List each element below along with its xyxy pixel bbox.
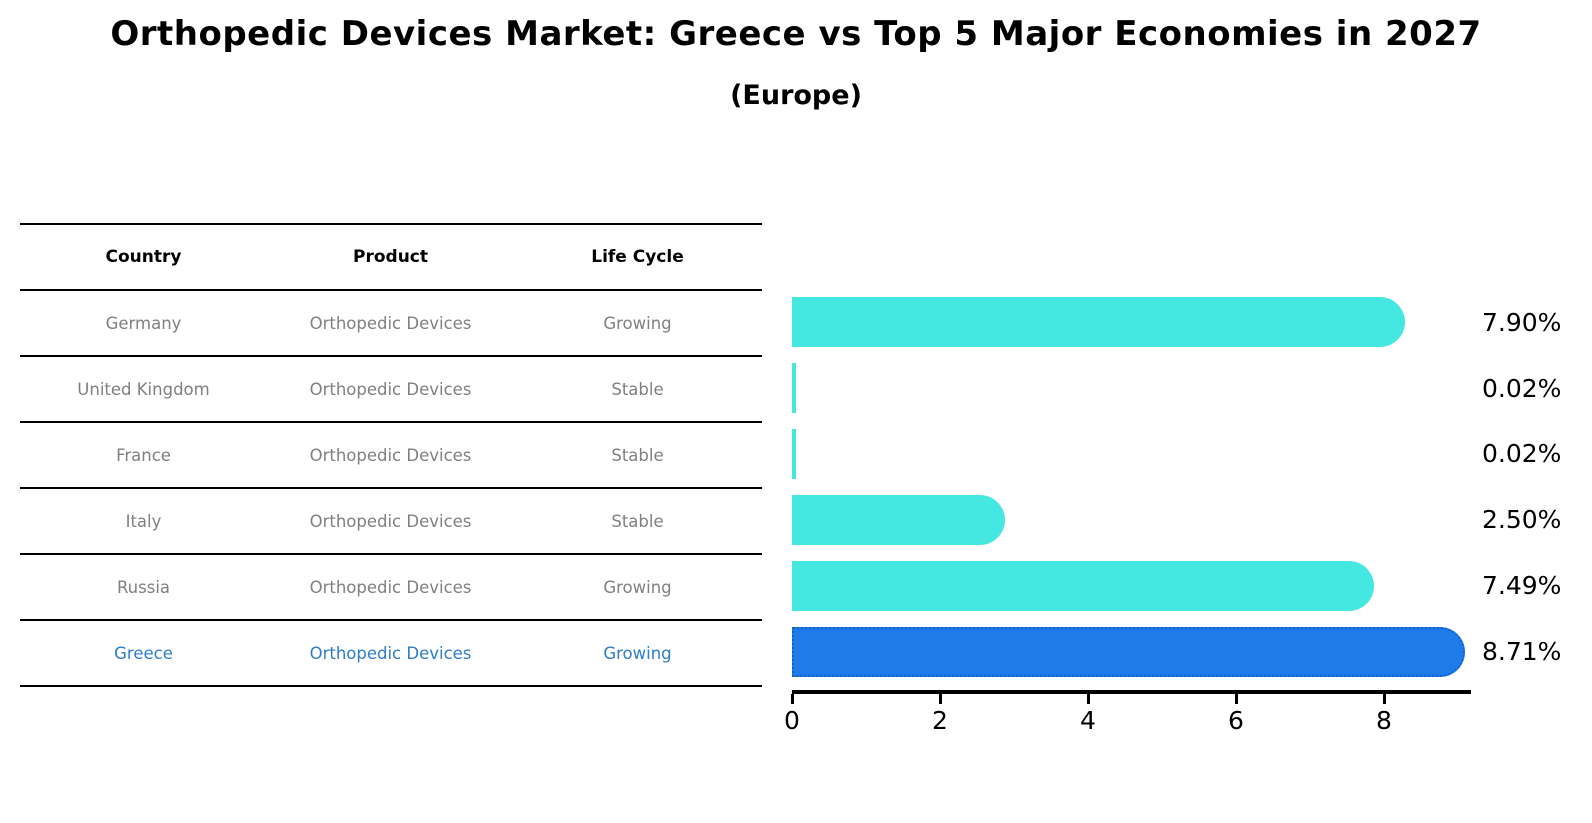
table-row-germany: Germany Orthopedic Devices Growing [20, 289, 762, 355]
chart-title: Orthopedic Devices Market: Greece vs Top… [110, 14, 1482, 54]
value-label-greece: 8.71% [1482, 637, 1562, 666]
cell-country: United Kingdom [77, 379, 210, 399]
table-row-united-kingdom: United Kingdom Orthopedic Devices Stable [20, 355, 762, 421]
x-axis-tick-label: 6 [1228, 706, 1244, 735]
x-axis-tick-label: 0 [784, 706, 800, 735]
cell-product: Orthopedic Devices [309, 445, 472, 465]
bar-france [792, 429, 796, 479]
cell-life-cycle: Growing [603, 313, 672, 333]
table-row-italy: Italy Orthopedic Devices Stable [20, 487, 762, 553]
cell-country: Germany [105, 313, 182, 333]
cell-country: Italy [125, 511, 162, 531]
cell-product: Orthopedic Devices [309, 313, 472, 333]
table-row-greece: Greece Orthopedic Devices Growing [20, 619, 762, 687]
cell-product: Orthopedic Devices [309, 379, 472, 399]
x-axis-tick-label: 4 [1080, 706, 1096, 735]
bar-germany [792, 297, 1405, 347]
table-header-row: Country Product Life Cycle [20, 223, 762, 289]
cell-life-cycle: Stable [611, 511, 664, 531]
cell-product: Orthopedic Devices [309, 577, 472, 597]
bar-russia [792, 561, 1375, 611]
x-axis-tick [1087, 694, 1090, 704]
x-axis-tick-label: 8 [1376, 706, 1392, 735]
x-axis-line [792, 690, 1471, 694]
x-axis-tick [791, 694, 794, 704]
value-label-italy: 2.50% [1482, 505, 1562, 534]
cell-country: Russia [116, 577, 171, 597]
x-axis-tick [1235, 694, 1238, 704]
cell-product: Orthopedic Devices [309, 643, 472, 663]
cell-product: Orthopedic Devices [309, 511, 472, 531]
cell-country: France [116, 445, 171, 465]
cell-life-cycle: Stable [611, 379, 664, 399]
table-row-france: France Orthopedic Devices Stable [20, 421, 762, 487]
column-header-product: Product [353, 247, 428, 267]
table-row-russia: Russia Orthopedic Devices Growing [20, 553, 762, 619]
bar-greece [792, 627, 1465, 677]
value-label-united-kingdom: 0.02% [1482, 374, 1562, 403]
x-axis-tick [939, 694, 942, 704]
x-axis-tick-label: 2 [932, 706, 948, 735]
data-table: Country Product Life Cycle Germany Ortho… [20, 223, 762, 687]
value-label-france: 0.02% [1482, 439, 1562, 468]
bar-united-kingdom [792, 363, 796, 413]
value-label-germany: 7.90% [1482, 308, 1562, 337]
cell-life-cycle: Growing [603, 643, 672, 663]
column-header-life-cycle: Life Cycle [591, 247, 684, 267]
x-axis-tick [1383, 694, 1386, 704]
cell-life-cycle: Growing [603, 577, 672, 597]
value-label-russia: 7.49% [1482, 571, 1562, 600]
bar-italy [792, 495, 1005, 545]
column-header-country: Country [105, 247, 182, 267]
chart-subtitle: (Europe) [730, 80, 862, 111]
cell-country: Greece [114, 643, 173, 663]
cell-life-cycle: Stable [611, 445, 664, 465]
bar-plot-area [792, 289, 1512, 685]
